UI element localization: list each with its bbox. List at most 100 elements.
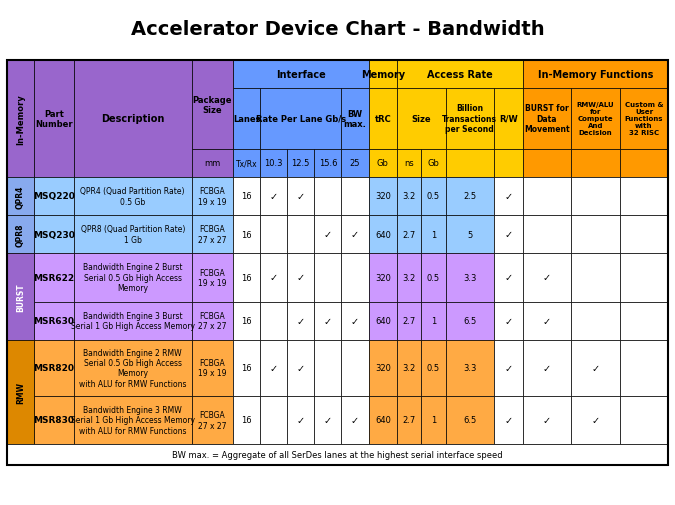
Text: 3.2: 3.2: [402, 192, 416, 201]
Text: QPR8: QPR8: [16, 223, 25, 246]
Bar: [369, 396, 397, 444]
Bar: [233, 88, 260, 149]
Text: ✓: ✓: [591, 415, 599, 425]
Text: 2.7: 2.7: [402, 317, 416, 326]
Text: 2.7: 2.7: [402, 230, 416, 239]
Bar: [446, 216, 494, 254]
Text: 16: 16: [241, 416, 252, 425]
Text: tRC: tRC: [375, 115, 392, 124]
Bar: [494, 177, 522, 216]
Bar: [494, 302, 522, 340]
Bar: [446, 149, 494, 177]
Bar: [421, 149, 446, 177]
Text: BW
max.: BW max.: [344, 110, 367, 129]
Bar: [34, 177, 74, 216]
Bar: [192, 216, 233, 254]
Bar: [571, 254, 620, 302]
Text: QPR8 (Quad Partition Rate)
1 Gb: QPR8 (Quad Partition Rate) 1 Gb: [80, 225, 185, 244]
Bar: [571, 396, 620, 444]
Text: 15.6: 15.6: [319, 159, 337, 168]
Bar: [421, 302, 446, 340]
Text: BURST: BURST: [16, 283, 25, 311]
Text: ✓: ✓: [543, 363, 551, 373]
Bar: [287, 302, 315, 340]
Text: ✓: ✓: [543, 273, 551, 283]
Text: R/W: R/W: [499, 115, 518, 124]
Text: 16: 16: [241, 364, 252, 373]
Bar: [260, 88, 342, 149]
Bar: [620, 88, 668, 149]
Bar: [74, 216, 192, 254]
Text: RMW: RMW: [16, 381, 25, 403]
Bar: [620, 177, 668, 216]
Bar: [7, 340, 34, 444]
Bar: [233, 149, 260, 177]
Bar: [287, 254, 315, 302]
Bar: [571, 177, 620, 216]
Text: ✓: ✓: [504, 363, 512, 373]
Bar: [34, 254, 74, 302]
Bar: [620, 396, 668, 444]
Text: FCBGA
27 x 27: FCBGA 27 x 27: [198, 312, 227, 331]
Text: 3.3: 3.3: [463, 364, 477, 373]
Bar: [7, 61, 34, 177]
Bar: [446, 340, 494, 396]
Bar: [369, 302, 397, 340]
Text: FCBGA
27 x 27: FCBGA 27 x 27: [198, 225, 227, 244]
Bar: [233, 61, 369, 88]
Bar: [522, 149, 571, 177]
Text: MSR820: MSR820: [33, 364, 74, 373]
Text: Gb: Gb: [427, 159, 439, 168]
Text: In-Memory: In-Memory: [16, 94, 25, 144]
Bar: [494, 216, 522, 254]
Bar: [192, 61, 233, 149]
Bar: [315, 216, 342, 254]
Bar: [192, 177, 233, 216]
Text: MSR622: MSR622: [33, 273, 74, 282]
Text: 12.5: 12.5: [292, 159, 310, 168]
Text: MSR830: MSR830: [33, 416, 74, 425]
Text: ✓: ✓: [591, 363, 599, 373]
Bar: [397, 302, 421, 340]
Bar: [74, 340, 192, 396]
Bar: [397, 396, 421, 444]
Text: 16: 16: [241, 192, 252, 201]
Text: Billion
Transactions
per Second: Billion Transactions per Second: [442, 104, 497, 134]
Bar: [571, 149, 620, 177]
Text: Memory: Memory: [360, 70, 405, 80]
Bar: [34, 396, 74, 444]
Text: ✓: ✓: [504, 415, 512, 425]
Bar: [34, 61, 74, 177]
Text: RMW/ALU
for
Compute
And
Decision: RMW/ALU for Compute And Decision: [576, 102, 614, 136]
Bar: [260, 396, 287, 444]
Text: ✓: ✓: [324, 415, 332, 425]
Text: QPR4: QPR4: [16, 185, 25, 208]
Bar: [342, 396, 369, 444]
Text: Size: Size: [412, 115, 431, 124]
Text: 1: 1: [431, 416, 436, 425]
Text: 320: 320: [375, 192, 391, 201]
Bar: [494, 254, 522, 302]
Text: In-Memory Functions: In-Memory Functions: [538, 70, 653, 80]
Bar: [342, 149, 369, 177]
Bar: [287, 396, 315, 444]
Text: Bandwidth Engine 3 Burst
Serial 1 Gb High Access Memory: Bandwidth Engine 3 Burst Serial 1 Gb Hig…: [71, 312, 194, 331]
Bar: [446, 88, 494, 149]
Bar: [233, 177, 260, 216]
Text: 0.5: 0.5: [427, 192, 440, 201]
Text: ✓: ✓: [351, 316, 359, 326]
Bar: [34, 302, 74, 340]
Text: ✓: ✓: [351, 415, 359, 425]
Bar: [315, 340, 342, 396]
Text: 3.2: 3.2: [402, 364, 416, 373]
Bar: [522, 88, 571, 149]
Bar: [397, 149, 421, 177]
Bar: [192, 340, 233, 396]
Bar: [287, 216, 315, 254]
Bar: [260, 149, 287, 177]
Bar: [7, 216, 34, 254]
Text: ✓: ✓: [504, 316, 512, 326]
Text: FCBGA
19 x 19: FCBGA 19 x 19: [198, 187, 227, 206]
Bar: [34, 340, 74, 396]
Text: ✓: ✓: [324, 316, 332, 326]
